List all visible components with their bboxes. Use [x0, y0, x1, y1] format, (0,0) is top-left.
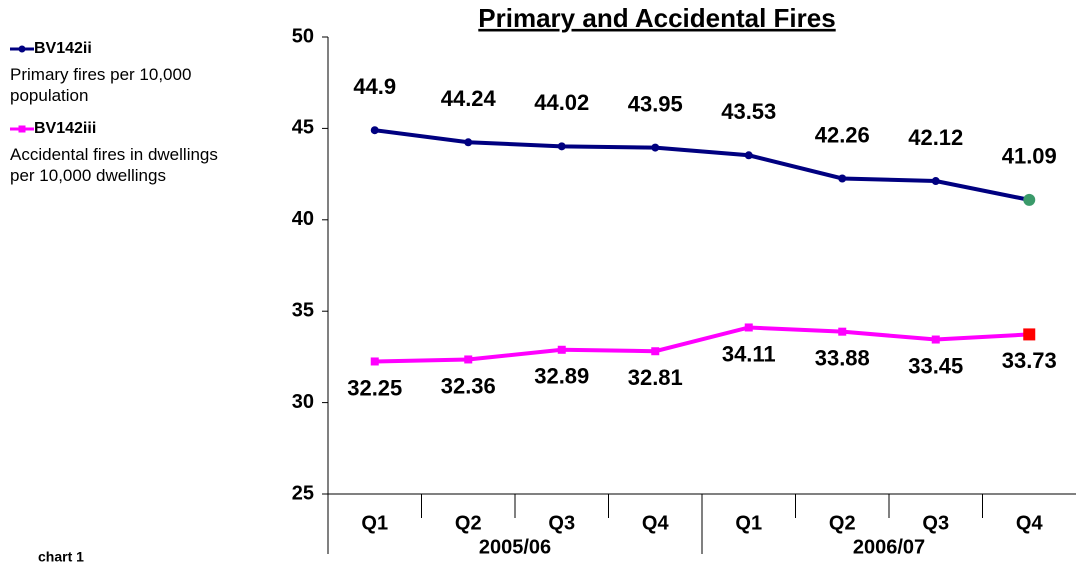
legend-name: BV142ii — [34, 40, 92, 57]
data-label: 44.02 — [534, 90, 589, 115]
y-tick-label: 45 — [292, 117, 314, 139]
data-label: 33.45 — [908, 353, 963, 378]
legend-description: Accidental fires in dwellings per 10,000… — [10, 145, 218, 185]
marker — [370, 357, 379, 366]
data-label: 34.11 — [722, 341, 776, 366]
data-label: 43.53 — [721, 99, 776, 124]
data-label: 44.9 — [353, 74, 396, 99]
x-tick-label: Q1 — [361, 512, 388, 534]
marker — [744, 151, 753, 160]
data-label: 32.36 — [441, 373, 496, 398]
marker — [651, 143, 660, 152]
group-label: 2005/06 — [479, 536, 551, 558]
legend-icon — [10, 125, 34, 133]
marker — [557, 142, 566, 151]
note: chart 1 — [38, 549, 84, 565]
y-tick-label: 50 — [292, 25, 314, 47]
legend-name: BV142iii — [34, 120, 97, 137]
data-label: 42.26 — [815, 122, 870, 147]
series-line — [374, 128, 1030, 202]
data-label: 32.25 — [347, 375, 402, 400]
x-tick-label: Q2 — [829, 512, 856, 534]
data-label: 44.24 — [441, 86, 497, 111]
x-tick-label: Q3 — [548, 512, 575, 534]
marker — [838, 327, 847, 336]
marker — [1023, 193, 1036, 206]
marker — [651, 347, 660, 356]
marker — [838, 174, 847, 183]
data-label: 42.12 — [908, 125, 963, 150]
data-label: 41.09 — [1002, 144, 1057, 169]
group-label: 2006/07 — [853, 536, 925, 558]
data-label: 32.89 — [534, 364, 589, 389]
y-tick-label: 30 — [292, 391, 314, 413]
marker — [464, 138, 473, 147]
y-tick-label: 35 — [292, 299, 314, 321]
marker — [931, 335, 940, 344]
marker — [931, 177, 940, 186]
data-label: 32.81 — [628, 365, 683, 390]
data-label: 33.88 — [815, 345, 870, 370]
series-line — [374, 325, 1030, 364]
marker — [1023, 328, 1036, 341]
marker — [557, 345, 566, 354]
legend-description: Primary fires per 10,000 population — [10, 65, 192, 105]
legend-item: BV142ii Primary fires per 10,000 populati… — [10, 38, 220, 106]
x-tick-label: Q2 — [455, 512, 482, 534]
marker — [464, 355, 473, 364]
y-tick-label: 40 — [292, 208, 314, 230]
chart-title: Primary and Accidental Fires — [478, 3, 835, 33]
marker — [744, 323, 753, 332]
x-tick-label: Q3 — [922, 512, 949, 534]
x-tick-label: Q4 — [1016, 512, 1044, 534]
x-tick-label: Q1 — [735, 512, 762, 534]
x-tick-label: Q4 — [642, 512, 670, 534]
marker — [370, 126, 379, 135]
legend-icon — [10, 45, 34, 53]
data-label: 33.73 — [1002, 348, 1057, 373]
y-tick-label: 25 — [292, 482, 314, 504]
data-label: 43.95 — [628, 91, 683, 116]
legend-item: BV142iii Accidental fires in dwellings pe… — [10, 118, 220, 186]
